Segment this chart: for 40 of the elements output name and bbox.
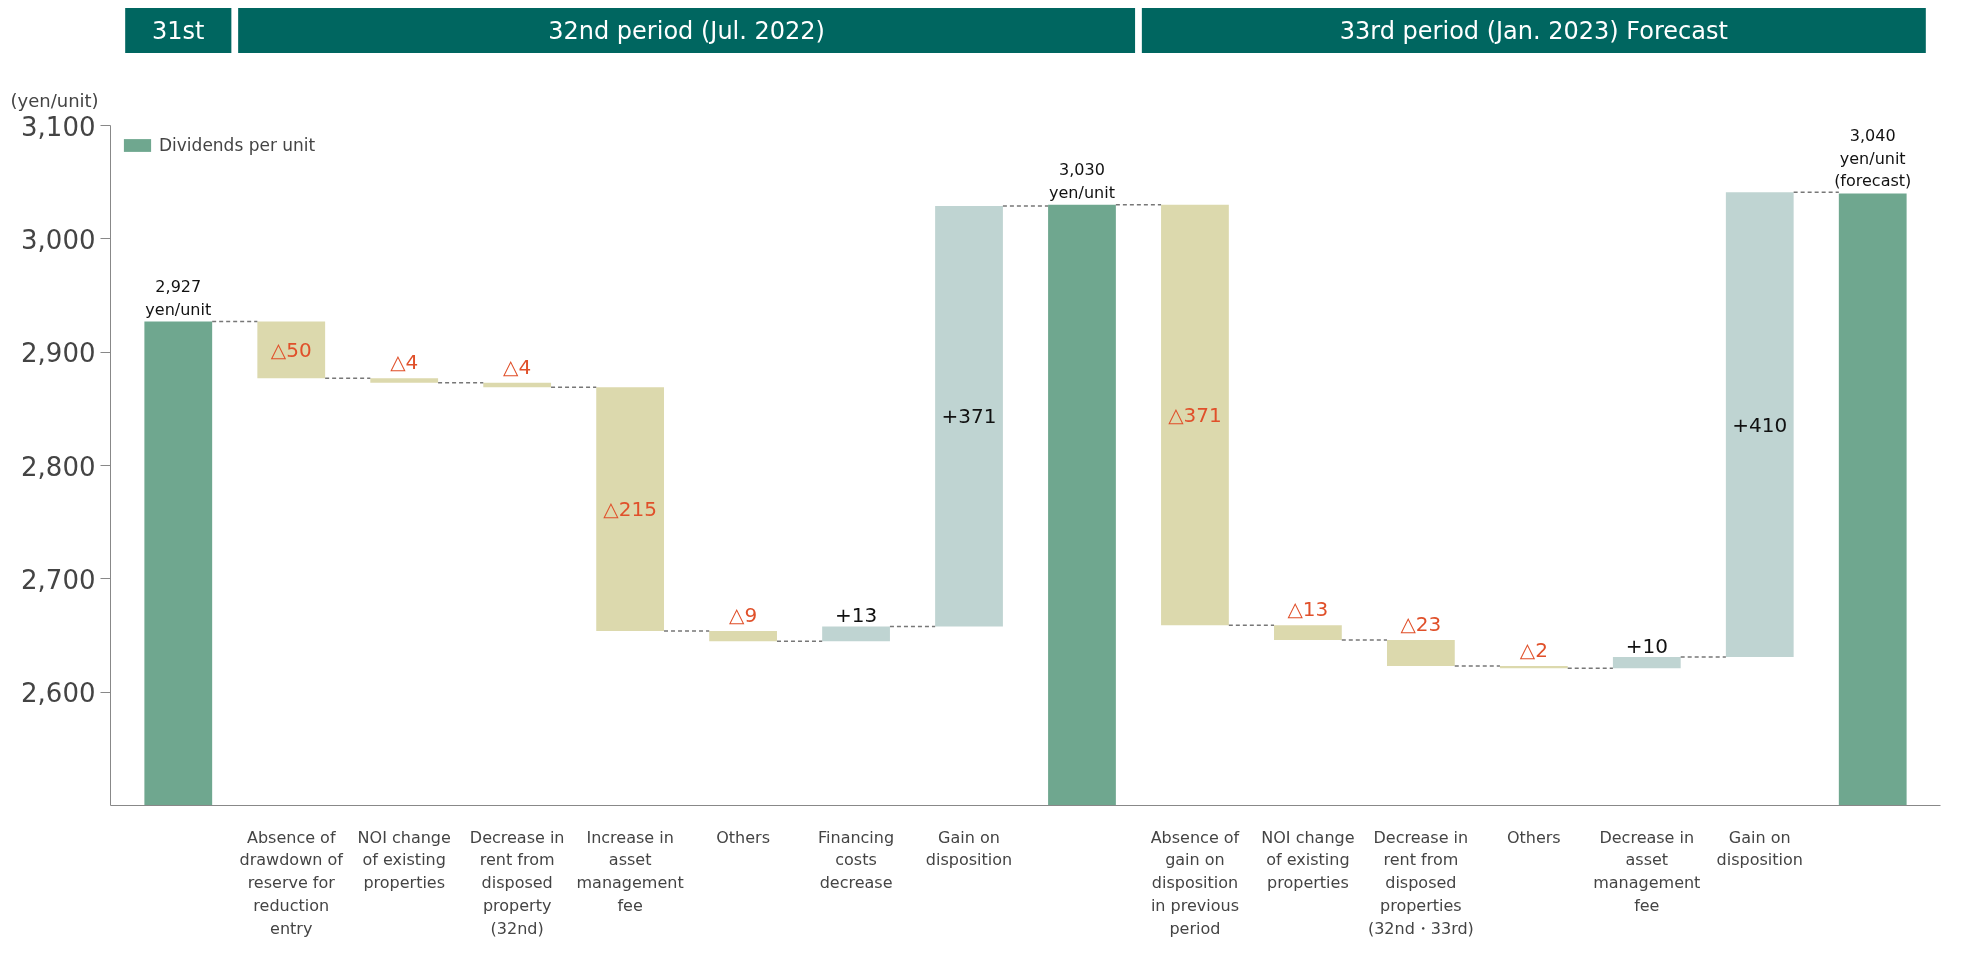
y-tick-label: 3,100 <box>21 111 96 142</box>
text: 32nd period (Jul. 2022) <box>548 16 825 45</box>
data-label: +10 <box>1625 634 1668 659</box>
data-label: △215 <box>603 497 657 522</box>
data-label: △23 <box>1400 612 1442 637</box>
x-tick-label: Decrease in rent from disposed properties (32nd・33rd) <box>1367 827 1474 938</box>
data-label: △9 <box>729 602 758 627</box>
data-label: 3,040 yen/unit (forecast) <box>1834 125 1912 191</box>
legend-label: Dividends per unit <box>159 135 316 155</box>
y-tick-label: 2,600 <box>21 678 96 709</box>
x-tick-label: NOI change of existing properties <box>357 827 451 893</box>
x-tick-label: NOI change of existing properties <box>1261 827 1355 893</box>
data-label: △2 <box>1519 638 1548 663</box>
x-tick-label: Absence of gain on disposition in previous period <box>1150 827 1240 938</box>
x-tick-label: Others <box>716 827 770 847</box>
text: 31st <box>152 16 205 45</box>
data-label: +13 <box>834 603 878 628</box>
x-tick-label: Gain on disposition <box>925 827 1013 870</box>
x-tick-label: Financing costs decrease <box>818 827 895 893</box>
y-axis-title: (yen/unit) <box>10 89 99 111</box>
data-label: +410 <box>1732 412 1788 437</box>
data-label: 3,030 yen/unit <box>1049 160 1115 202</box>
x-tick-label: Decrease in rent from disposed property (32nd) <box>469 827 565 938</box>
x-tick-label: Absence of drawdown of reserve for reduction entry <box>239 827 344 938</box>
data-label: 2,927 yen/unit <box>145 276 212 319</box>
data-label: △371 <box>1168 403 1222 428</box>
data-label: △4 <box>390 350 419 375</box>
text: 33rd period (Jan. 2023) Forecast <box>1339 16 1728 45</box>
x-tick-label: Increase in asset management fee <box>576 827 684 915</box>
data-label: △4 <box>503 354 532 379</box>
x-tick-label: Others <box>1506 827 1561 847</box>
x-tick-label: Gain on disposition <box>1716 827 1803 870</box>
y-tick-label: 2,700 <box>21 564 96 595</box>
x-tick-label: Decrease in asset management fee <box>1593 827 1701 915</box>
y-tick-label: 3,000 <box>21 224 96 255</box>
data-label: △50 <box>270 337 312 362</box>
y-tick-label: 2,800 <box>21 451 96 482</box>
y-tick-label: 2,900 <box>21 338 96 369</box>
data-label: +371 <box>941 404 997 429</box>
data-label: △13 <box>1287 597 1329 622</box>
